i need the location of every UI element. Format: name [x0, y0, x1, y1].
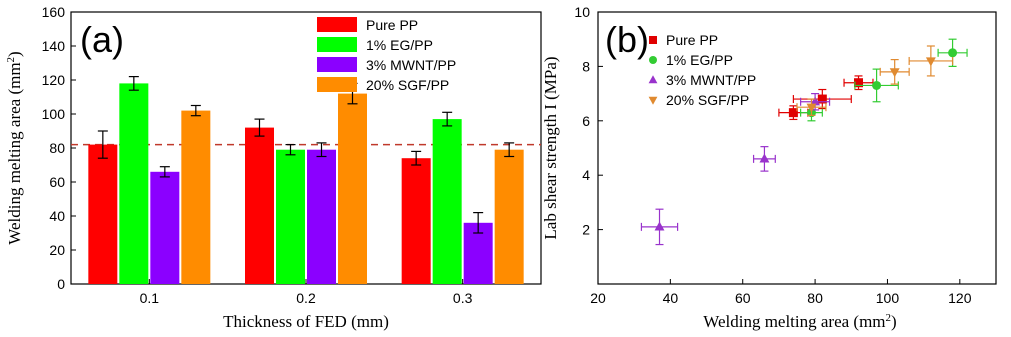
panel-b-xtick-label: 20: [590, 290, 606, 306]
panel-b-xtick-label: 100: [876, 290, 900, 306]
legend-marker: [648, 96, 658, 105]
bar: [88, 144, 118, 284]
bar: [276, 149, 305, 284]
bar: [119, 83, 149, 285]
data-point: [817, 94, 827, 104]
panel-a-xtick-label: 0.3: [453, 290, 473, 306]
legend-label: 1% EG/PP: [366, 37, 433, 53]
legend-label: Pure PP: [666, 32, 718, 48]
panel-a-ytick-label: 160: [42, 4, 66, 20]
bar: [338, 93, 367, 284]
panel-a-ylabel-close: ): [5, 51, 24, 57]
panel-b-xlabel-main: Welding melting area (mm: [703, 312, 885, 331]
panel-b-xtick-label: 40: [663, 290, 679, 306]
panel-a-xtick-label: 0.1: [140, 290, 160, 306]
bar: [150, 171, 180, 284]
panel-a-ytick-label: 20: [49, 242, 65, 258]
legend-swatch: [317, 57, 357, 72]
legend-marker: [649, 56, 657, 64]
panel-b-ylabel: Lab shear strength I (MPa): [541, 56, 560, 239]
panel-a-xtick-label: 0.2: [296, 290, 316, 306]
legend-marker: [649, 36, 657, 44]
bar: [181, 110, 211, 284]
panel-a-ytick-label: 40: [49, 208, 65, 224]
data-point: [925, 57, 936, 67]
data-point: [759, 153, 770, 163]
panel-b-ytick-label: 8: [582, 58, 590, 74]
panel-a-ytick-label: 80: [49, 140, 65, 156]
data-point: [806, 103, 817, 113]
legend-label: 20% SGF/PP: [666, 92, 749, 108]
panel-a-ytick-label: 140: [42, 38, 66, 54]
panel-a-ytick-label: 120: [42, 72, 66, 88]
data-point: [788, 108, 798, 118]
legend-swatch: [317, 77, 357, 92]
panel-a-ytick-label: 0: [57, 276, 65, 292]
panel-b-xlabel-sup: 2: [886, 312, 892, 324]
panel-a-xlabel: Thickness of FED (mm): [223, 312, 389, 331]
panel-b-plot-frame: [597, 11, 997, 285]
data-point: [872, 80, 882, 90]
panel-b-xtick-label: 120: [948, 290, 972, 306]
panel-b-ytick-label: 2: [582, 222, 590, 238]
panel-b-label: (b): [605, 19, 649, 60]
panel-a-ylabel: Welding melting area (mm2): [5, 51, 24, 244]
data-point: [854, 78, 864, 88]
legend-label: Pure PP: [366, 17, 418, 33]
legend-swatch: [317, 37, 357, 52]
panel-a-ytick-label: 100: [42, 106, 66, 122]
panel-a-ytick-label: 60: [49, 174, 65, 190]
legend-swatch: [317, 17, 357, 32]
panel-b-ytick-label: 6: [582, 113, 590, 129]
panel-a: 0 20 40 60 80 100 120 140 160 0.1 0.2 0.3 (a) Thic…: [5, 4, 542, 331]
legend-label: 1% EG/PP: [666, 52, 733, 68]
legend-label: 3% MWNT/PP: [666, 72, 756, 88]
data-point: [810, 96, 821, 106]
panel-b-ytick-label: 4: [582, 167, 590, 183]
bar: [245, 127, 274, 284]
bar: [432, 119, 462, 284]
panel-a-ylabel-sup: 2: [5, 57, 17, 63]
data-point: [889, 68, 900, 78]
bar: [401, 158, 431, 284]
bar: [494, 149, 524, 284]
panel-b-xtick-label: 60: [735, 290, 751, 306]
legend-label: 3% MWNT/PP: [366, 57, 456, 73]
data-point: [948, 48, 958, 58]
panel-a-legend: Pure PP 1% EG/PP 3% MWNT/PP 20% SGF/PP: [317, 17, 456, 93]
bar: [307, 149, 336, 284]
panel-b-ytick-label: 10: [574, 4, 590, 20]
panel-a-label: (a): [80, 19, 124, 60]
panel-b: 2 4 6 8 10 20 40 60 80 100 120 (b) Welding meltin…: [541, 4, 997, 331]
panel-b-xlabel: Welding melting area (mm2): [703, 312, 896, 331]
panel-a-ylabel-main: Welding melting area (mm: [5, 62, 24, 244]
data-point: [654, 221, 665, 231]
legend-label: 20% SGF/PP: [366, 77, 449, 93]
panel-b-xlabel-close: ): [891, 312, 897, 331]
panel-b-xtick-label: 80: [807, 290, 823, 306]
panel-b-legend: Pure PP 1% EG/PP 3% MWNT/PP 20% SGF/PP: [648, 32, 756, 108]
legend-marker: [648, 75, 658, 84]
